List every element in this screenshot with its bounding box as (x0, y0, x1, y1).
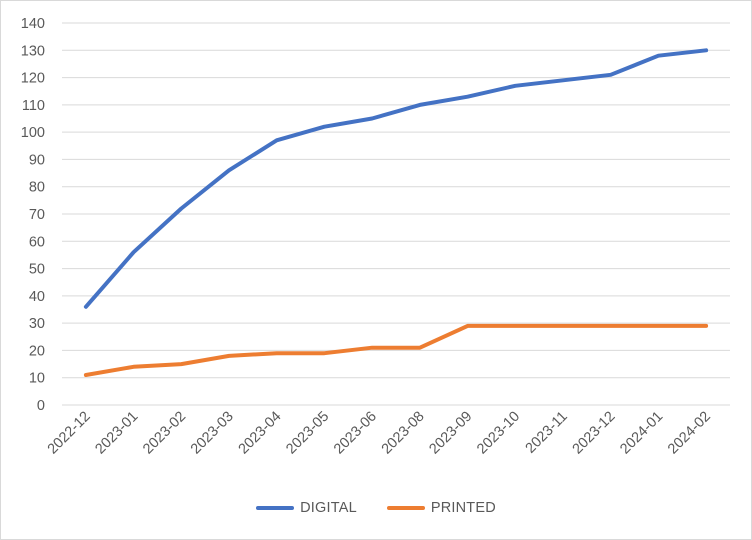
x-tick-label: 2023-11 (523, 409, 571, 457)
x-tick-label: 2023-08 (379, 409, 428, 458)
x-tick-label: 2023-06 (331, 409, 380, 458)
y-tick-label: 70 (29, 207, 45, 223)
x-tick-label: 2023-04 (236, 409, 285, 458)
legend-label-digital: DIGITAL (300, 500, 357, 516)
y-tick-label: 0 (37, 398, 45, 414)
x-tick-label: 2022-12 (45, 409, 94, 458)
legend-swatch-printed (386, 506, 425, 510)
x-tick-label: 2024-02 (665, 409, 714, 458)
legend: DIGITAL PRINTED (0, 496, 752, 520)
y-tick-label: 100 (21, 125, 45, 141)
y-tick-label: 50 (29, 262, 45, 278)
y-tick-label: 40 (29, 289, 45, 305)
series-line-printed (83, 323, 709, 377)
y-tick-label: 30 (29, 316, 45, 332)
y-tick-label: 20 (29, 343, 45, 359)
x-tick-label: 2023-01 (92, 409, 141, 458)
y-tick-label: 120 (21, 71, 45, 87)
legend-item-digital: DIGITAL (256, 500, 357, 516)
y-axis-ticks: 0 10 20 30 40 50 60 70 80 90 100 110 120 130 140 (21, 16, 45, 414)
x-tick-label: 2023-03 (188, 409, 237, 458)
x-tick-label: 2023-09 (426, 409, 475, 458)
series-line-digital (83, 48, 709, 309)
x-tick-label: 2023-12 (570, 409, 619, 458)
y-tick-label: 10 (29, 371, 45, 387)
series-lines (83, 48, 709, 377)
legend-label-printed: PRINTED (430, 500, 496, 516)
y-tick-label: 110 (22, 98, 45, 114)
y-tick-label: 60 (29, 234, 45, 250)
x-axis-ticks: 2022-122023-012023-022023-032023-042023-… (45, 409, 714, 458)
x-tick-label: 2023-10 (474, 409, 523, 458)
y-tick-label: 90 (29, 152, 45, 168)
y-tick-label: 130 (21, 43, 45, 59)
legend-item-printed: PRINTED (386, 500, 496, 516)
x-tick-label: 2024-01 (617, 409, 666, 458)
gridlines (62, 22, 730, 406)
x-tick-label: 2023-05 (283, 409, 332, 458)
legend-swatch-digital (256, 506, 295, 510)
y-tick-label: 80 (29, 180, 45, 196)
y-tick-label: 140 (21, 16, 45, 32)
x-tick-label: 2023-02 (140, 409, 189, 458)
